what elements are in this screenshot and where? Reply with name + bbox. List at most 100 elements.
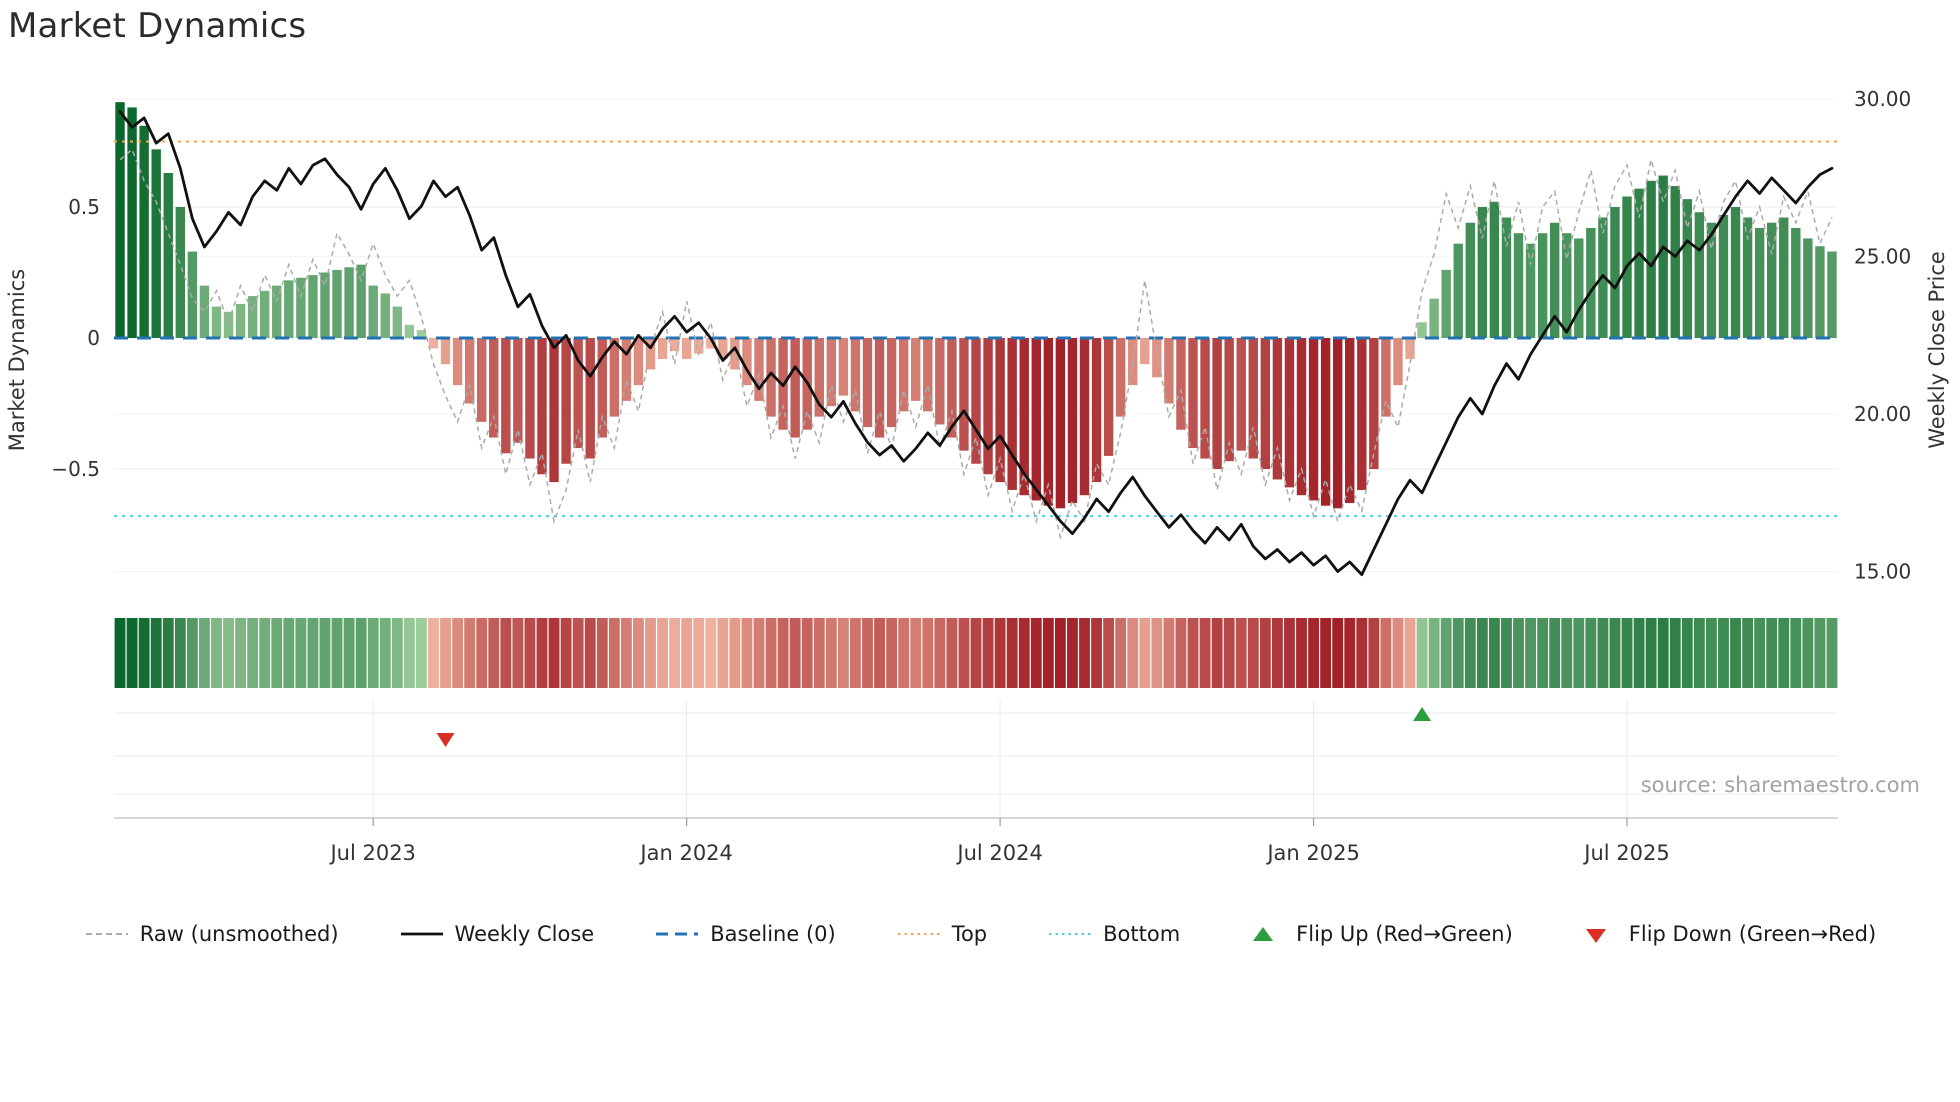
heatmap-cell [1440,618,1452,688]
heatmap-cell [319,618,331,688]
dynamics-bar-positive [1441,269,1451,338]
heatmap-cell [1380,618,1392,688]
heatmap-cell [1308,618,1319,688]
heatmap-cell [1488,618,1500,688]
x-axis-tick-label: Jul 2025 [1582,841,1669,865]
dynamics-bar-negative [1260,338,1271,469]
dynamics-bar-negative [1128,338,1138,386]
dynamics-bar-negative [1067,338,1078,504]
dynamics-bar-negative [452,338,463,386]
heatmap-cell [223,618,234,688]
flip-up-legend-glyph [1253,927,1274,941]
heatmap-cell [1247,618,1259,688]
dynamics-bar-negative [742,338,752,386]
heatmap-cell [910,618,922,688]
heatmap-cell [669,618,681,688]
heatmap-cell [162,618,174,688]
heatmap-cell [1042,618,1054,688]
heatmap-cell [1537,618,1549,688]
dynamics-bar-positive [223,311,234,338]
dynamics-bar-negative [959,338,969,451]
heatmap-cell [1259,618,1271,688]
heatmap-cell [922,618,934,688]
heatmap-cell [1139,618,1151,688]
legend-label: Top [951,922,988,946]
heatmap-cell [645,618,656,688]
legend: Raw (unsmoothed) Weekly Close Baseline (0)… [0,922,1960,946]
dynamics-bar-negative [1115,338,1126,417]
heatmap-cell [307,618,319,688]
heatmap-cell [1416,618,1428,688]
heatmap-cell [355,618,367,688]
dynamics-bar-positive [1501,217,1512,338]
dynamics-bar-positive [416,330,427,338]
heatmap-cell [247,618,259,688]
heatmap-cell [1501,618,1512,688]
heatmap-cell [729,618,741,688]
heatmap-cell [1030,618,1042,688]
dynamics-bar-negative [706,338,716,349]
dynamics-bar-negative [1369,338,1379,469]
dynamics-bar-positive [127,107,137,338]
y-axis-tick-left: −0.5 [51,457,100,481]
legend-label: Flip Up (Red→Green) [1296,922,1513,946]
dynamics-bar-negative [730,338,740,370]
heatmap-cell [1754,618,1766,688]
heatmap-cell [440,618,451,688]
dynamics-bar-positive [404,324,415,338]
heatmap-cell [1778,618,1790,688]
dynamics-bar-negative [766,338,776,417]
dynamics-bar-negative [513,338,523,443]
heatmap-cell [464,618,476,688]
dynamics-bar-positive [115,102,125,338]
heatmap-cell [1718,618,1729,688]
dynamics-bar-negative [1200,338,1210,459]
dynamics-bar-negative [621,338,632,401]
dynamics-bar-negative [850,338,861,412]
dynamics-bar-negative [585,338,595,459]
dynamics-bar-negative [464,338,475,404]
dynamics-bar-negative [1381,338,1391,417]
heatmap-cell [596,618,608,688]
legend-item-flip-down: Flip Down (Green→Red) [1573,922,1876,946]
heatmap-cell [1597,618,1609,688]
heatmap-cell [898,618,910,688]
dynamics-bar-positive [1791,227,1801,338]
dynamics-bar-negative [609,338,620,417]
dynamics-bar-negative [537,338,547,475]
dynamics-bar-negative [1164,338,1174,404]
heatmap-cell [1006,618,1018,688]
heatmap-cell [1693,618,1705,688]
dynamics-bar-positive [1477,207,1488,338]
page-title: Market Dynamics [8,6,307,46]
heatmap-cell [1814,618,1826,688]
heatmap-cell [1284,618,1295,688]
dynamics-bar-negative [1091,338,1102,483]
heatmap-cell [1730,618,1741,688]
heatmap-cell [1669,618,1681,688]
heatmap-cell [862,618,873,688]
dynamics-bar-negative [911,338,921,401]
heatmap-cell [1320,618,1332,688]
dynamics-bar-negative [1236,338,1246,451]
dynamics-bar-positive [1742,217,1753,338]
dynamics-bar-positive [356,264,366,338]
dynamics-bar-negative [1345,338,1355,504]
heatmap-cell [1621,618,1633,688]
x-axis-tick-label: Jul 2023 [328,841,415,865]
heatmap-cell [886,618,898,688]
raw-legend-icon [85,933,128,935]
dynamics-bar-negative [935,338,945,425]
heatmap-cell [934,618,946,688]
dynamics-bar-positive [1682,199,1692,338]
heatmap-cell [1464,618,1476,688]
dynamics-bar-negative [1224,338,1234,462]
flip-down-legend-glyph [1585,929,1606,943]
dynamics-bar-negative [790,338,800,438]
x-axis-tick-label: Jan 2025 [1265,841,1360,865]
legend-label: Weekly Close [454,922,595,946]
dynamics-bar-negative [1007,338,1017,490]
chart-plot-area: 0.5 0 −0.5 30.00 25.00 20.00 15.00 Jul 2023 Jan … [51,87,1911,865]
dynamics-bar-positive [1610,207,1620,338]
heatmap-cell [138,618,150,688]
